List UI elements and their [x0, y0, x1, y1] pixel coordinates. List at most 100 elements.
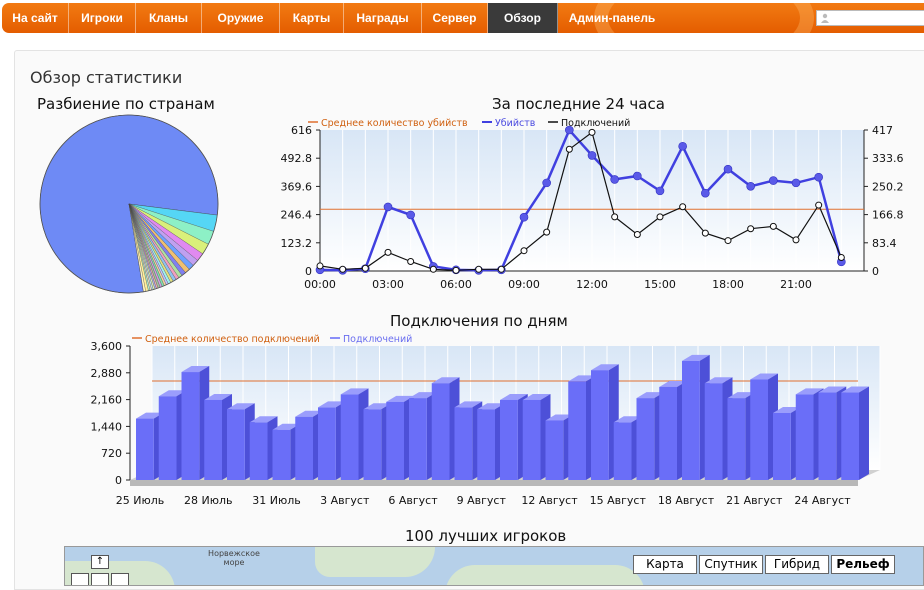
kills-point	[678, 141, 687, 151]
nav-item-maps[interactable]: Карты	[280, 3, 344, 33]
bar-top	[136, 412, 164, 419]
x-tick-label: 03:00	[372, 278, 404, 291]
nav-item-site[interactable]: На сайт	[2, 3, 69, 33]
connections-point	[429, 265, 437, 273]
connections-point	[565, 145, 573, 153]
bar	[181, 372, 200, 480]
x-tick-label: 15:00	[644, 278, 676, 291]
bar-top	[818, 386, 847, 393]
connections-point	[837, 253, 845, 261]
bar	[477, 409, 495, 480]
connections-point	[747, 225, 755, 233]
kills-point	[791, 178, 801, 188]
x-tick-label: 6 Август	[388, 494, 438, 507]
connections-point	[497, 265, 505, 273]
y-right-tick-label: 83.4	[872, 237, 897, 250]
map-pan-center-button[interactable]	[91, 573, 109, 585]
legend-connections: Подключений	[561, 118, 630, 129]
nav-item-admin[interactable]: Админ-панель	[568, 11, 656, 25]
nav-bar: На сайт Игроки Кланы Оружие Карты Наград…	[2, 3, 924, 33]
plot-floor-edge	[130, 480, 858, 486]
bar-top	[568, 375, 596, 382]
x-tick-label: 21 Август	[726, 494, 783, 507]
bar-top	[500, 393, 528, 400]
map-pan-left-button[interactable]	[71, 573, 89, 585]
kills-point	[565, 125, 574, 135]
bar-top	[158, 390, 187, 397]
bar	[613, 422, 632, 480]
legend-connections: Подключений	[343, 334, 412, 345]
map-type-hybrid[interactable]: Гибрид	[765, 555, 829, 574]
bar	[522, 399, 541, 480]
pie-outline	[39, 114, 219, 294]
players-map[interactable]: Норвежское море ↑ Карта Спутник Гибрид Р…	[64, 546, 924, 586]
bar-top	[682, 354, 710, 361]
x-tick-label: 12:00	[576, 278, 608, 291]
top-players-title: 100 лучших игроков	[405, 527, 567, 545]
nav-item-weapons[interactable]: Оружие	[202, 3, 280, 33]
days-chart-title: Подключения по дням	[390, 312, 568, 330]
x-tick-label: 15 Август	[590, 494, 647, 507]
bar	[568, 381, 586, 480]
connections-point	[339, 265, 347, 273]
bar-top	[636, 392, 665, 399]
x-tick-label: 25 Июль	[116, 494, 165, 507]
kills-point	[383, 202, 393, 212]
bar-top	[454, 401, 483, 408]
bar	[386, 401, 404, 480]
bar-top	[295, 410, 323, 417]
bar	[318, 407, 336, 480]
pie-chart-title: Разбиение по странам	[37, 95, 215, 113]
bar	[204, 399, 222, 480]
x-tick-label: 31 Июль	[252, 494, 301, 507]
connections-point	[815, 201, 823, 209]
bar	[545, 420, 564, 480]
map-pan-right-button[interactable]	[111, 573, 129, 585]
y-right-tick-label: 0	[872, 265, 879, 278]
y-tick-label: 720	[101, 447, 122, 460]
bar-top	[841, 386, 869, 393]
bar-side	[858, 386, 869, 480]
connections-point	[724, 237, 732, 245]
nav-item-clans[interactable]: Кланы	[136, 3, 202, 33]
nav-item-server[interactable]: Сервер	[422, 3, 488, 33]
nav-item-awards[interactable]: Награды	[344, 3, 422, 33]
bar-top	[704, 377, 733, 384]
bar-top	[795, 388, 824, 395]
y-right-tick-label: 250.2	[872, 180, 904, 193]
kills-point	[701, 188, 710, 198]
kills-point	[406, 210, 415, 220]
connections-point	[656, 213, 664, 221]
map-landmass-east	[445, 565, 645, 585]
nav-item-players[interactable]: Игроки	[69, 3, 136, 33]
bar	[682, 360, 700, 480]
map-type-terrain[interactable]: Рельеф	[831, 555, 895, 574]
bar-top	[272, 423, 301, 430]
bar	[818, 392, 837, 480]
connections-point	[588, 128, 596, 136]
bar	[409, 398, 427, 480]
connections-point	[611, 213, 619, 221]
connections-line	[319, 131, 842, 271]
bar-top	[431, 377, 460, 384]
nav-item-overview[interactable]: Обзор	[488, 3, 558, 33]
map-pan-up-button[interactable]: ↑	[91, 555, 109, 569]
connections-point	[520, 247, 528, 255]
bar	[841, 392, 859, 480]
day-chart-title: За последние 24 часа	[492, 95, 665, 113]
kills-point	[746, 182, 755, 191]
search-input[interactable]	[816, 10, 924, 26]
x-tick-label: 3 Август	[320, 494, 370, 507]
map-type-satellite[interactable]: Спутник	[699, 555, 763, 574]
map-type-map[interactable]: Карта	[633, 555, 697, 574]
y-tick-label: 2,880	[91, 367, 123, 380]
connections-point	[452, 266, 460, 274]
kills-point	[723, 164, 733, 174]
kills-point	[655, 186, 665, 196]
bar	[249, 422, 268, 480]
connections-point	[316, 262, 324, 270]
bar	[773, 413, 791, 480]
bar	[750, 379, 768, 480]
x-tick-label: 9 Август	[457, 494, 507, 507]
bar	[363, 409, 382, 480]
